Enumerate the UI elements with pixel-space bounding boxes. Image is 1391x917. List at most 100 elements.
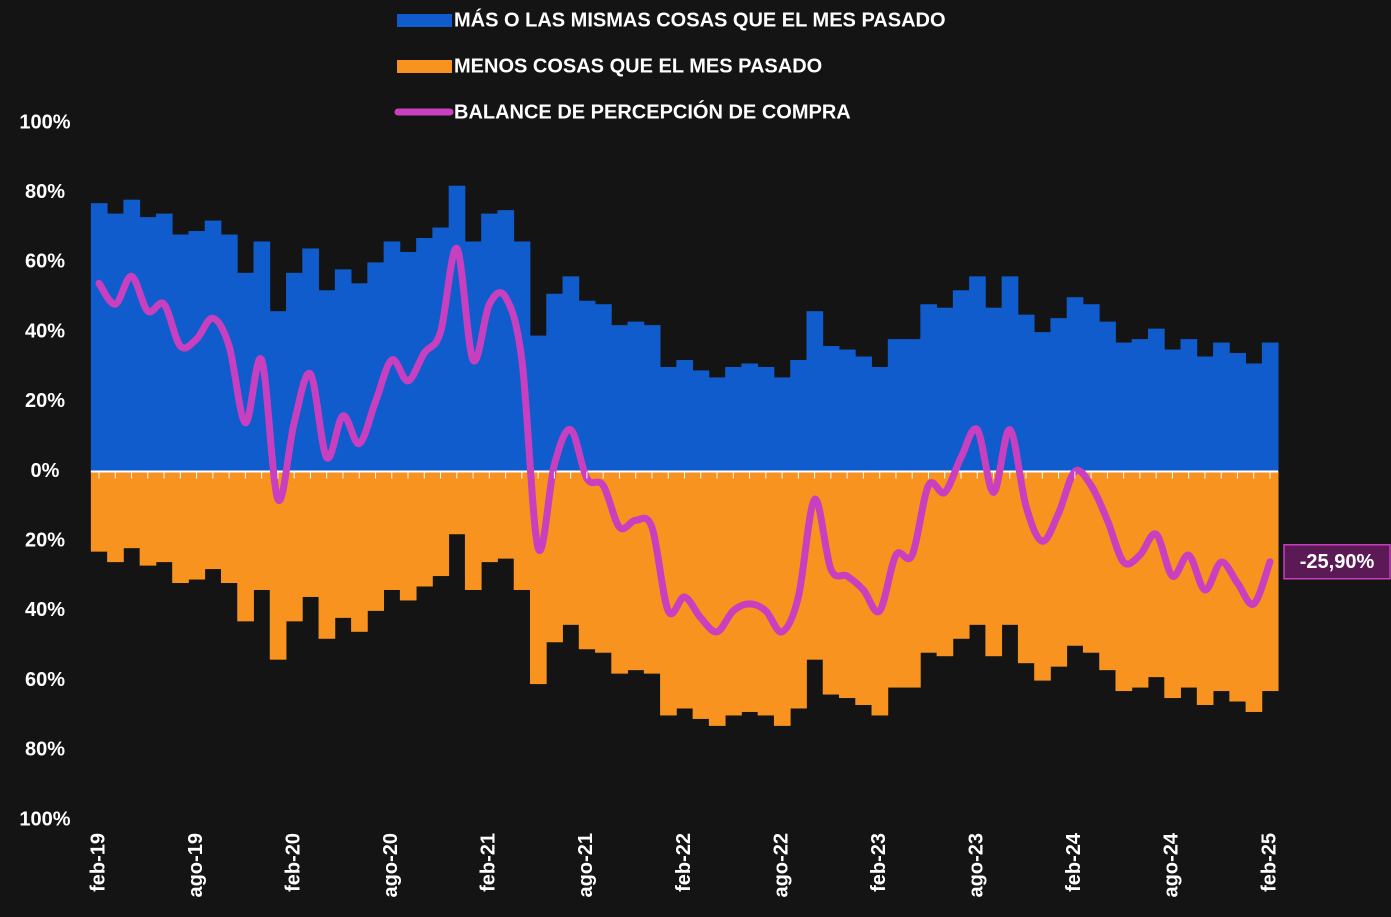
bar bbox=[1196, 356, 1214, 472]
x-tick-label: ago-19 bbox=[185, 833, 207, 897]
bar bbox=[448, 471, 466, 535]
bar bbox=[806, 311, 824, 472]
bar bbox=[269, 471, 287, 660]
bar bbox=[497, 210, 515, 472]
bar bbox=[188, 471, 206, 580]
y-tick-label: 60% bbox=[25, 251, 65, 273]
bar bbox=[676, 359, 694, 472]
y-tick-label: 60% bbox=[25, 669, 65, 691]
legend-label: MÁS O LAS MISMAS COSAS QUE EL MES PASADO bbox=[454, 8, 946, 31]
bar bbox=[237, 272, 254, 472]
bar bbox=[578, 471, 596, 650]
bar bbox=[481, 471, 498, 563]
bar bbox=[1164, 349, 1181, 472]
bar bbox=[1034, 471, 1051, 681]
bar bbox=[1115, 342, 1133, 472]
bar bbox=[448, 185, 466, 472]
bar bbox=[1131, 339, 1149, 472]
bar bbox=[985, 307, 1003, 472]
bar bbox=[920, 471, 937, 653]
bar bbox=[139, 471, 157, 566]
bar bbox=[1213, 342, 1230, 472]
bar bbox=[1034, 332, 1051, 472]
bar bbox=[513, 471, 531, 590]
bar bbox=[904, 339, 921, 472]
bar bbox=[822, 471, 840, 695]
bar bbox=[708, 471, 726, 726]
bar bbox=[351, 283, 368, 472]
bar bbox=[107, 213, 124, 472]
bar bbox=[741, 471, 759, 712]
bar bbox=[269, 311, 287, 472]
bar bbox=[855, 356, 872, 472]
bar bbox=[1180, 339, 1198, 472]
bar bbox=[367, 471, 385, 611]
bar bbox=[286, 471, 303, 622]
bar bbox=[1050, 318, 1068, 472]
bar bbox=[595, 471, 612, 653]
bar bbox=[611, 471, 628, 674]
bar bbox=[1001, 276, 1019, 472]
y-tick-label: 100% bbox=[19, 808, 70, 830]
bar bbox=[367, 262, 385, 472]
bar bbox=[1017, 314, 1035, 472]
bar bbox=[253, 471, 271, 590]
bar bbox=[969, 471, 986, 625]
bar bbox=[1245, 471, 1263, 712]
bar bbox=[497, 471, 515, 559]
bar bbox=[627, 471, 645, 671]
bar bbox=[578, 300, 596, 472]
bar bbox=[904, 471, 921, 688]
bar bbox=[985, 471, 1003, 657]
bar bbox=[1261, 471, 1279, 692]
bar bbox=[839, 471, 856, 699]
bar bbox=[204, 471, 222, 570]
bar bbox=[920, 304, 937, 472]
bar bbox=[773, 471, 791, 726]
bar bbox=[318, 471, 336, 639]
bar bbox=[416, 471, 433, 587]
bar bbox=[237, 471, 254, 622]
bar bbox=[741, 363, 759, 472]
x-tick-label: feb-23 bbox=[868, 833, 890, 892]
bar bbox=[822, 346, 840, 472]
bar bbox=[1082, 471, 1100, 653]
bar bbox=[399, 251, 417, 472]
bar bbox=[887, 339, 905, 472]
bar bbox=[139, 217, 157, 472]
x-tick-label: feb-22 bbox=[673, 833, 695, 892]
y-tick-label: 0% bbox=[31, 460, 60, 482]
bar bbox=[871, 366, 889, 472]
bar bbox=[790, 359, 807, 472]
balance-line bbox=[95, 244, 1274, 636]
bar bbox=[1082, 304, 1100, 472]
bar bbox=[172, 471, 189, 584]
bar bbox=[432, 227, 450, 472]
bar bbox=[286, 272, 303, 472]
bar bbox=[302, 471, 319, 597]
bar bbox=[725, 471, 742, 716]
x-tick-label: feb-24 bbox=[1063, 832, 1085, 892]
bar bbox=[757, 471, 775, 716]
bar bbox=[123, 471, 141, 549]
bar bbox=[1131, 471, 1149, 688]
bar bbox=[107, 471, 124, 563]
bar bbox=[692, 471, 710, 719]
x-tick-label: feb-21 bbox=[478, 833, 500, 892]
bar bbox=[660, 366, 677, 472]
bar bbox=[334, 471, 352, 618]
bar bbox=[725, 366, 742, 472]
bar bbox=[302, 248, 319, 472]
bar bbox=[188, 231, 206, 472]
y-tick-label: 20% bbox=[25, 529, 65, 551]
legend-swatch bbox=[397, 60, 452, 73]
bar bbox=[1099, 321, 1116, 472]
y-tick-label: 80% bbox=[25, 181, 65, 203]
bar bbox=[123, 199, 141, 472]
value-label: -25,90% bbox=[1300, 551, 1375, 573]
bar bbox=[1148, 471, 1165, 678]
legend-swatch bbox=[397, 14, 452, 27]
bar bbox=[692, 370, 710, 472]
bar bbox=[1261, 342, 1279, 472]
